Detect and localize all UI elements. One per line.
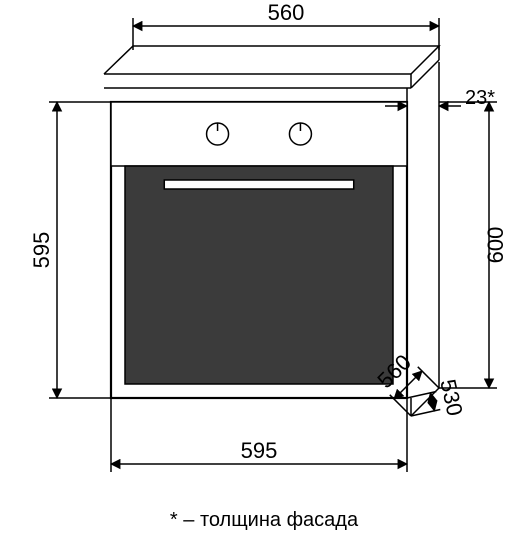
label-front-width: 595 xyxy=(241,438,278,463)
label-right-height: 600 xyxy=(483,227,508,264)
footnote: * – толщина фасада xyxy=(170,509,359,531)
label-top-width: 560 xyxy=(268,0,305,25)
oven-handle xyxy=(164,180,353,189)
oven-panel xyxy=(111,102,407,166)
oven-door xyxy=(125,166,393,384)
label-depth-gap: 23* xyxy=(465,87,495,109)
label-left-height: 595 xyxy=(29,232,54,269)
